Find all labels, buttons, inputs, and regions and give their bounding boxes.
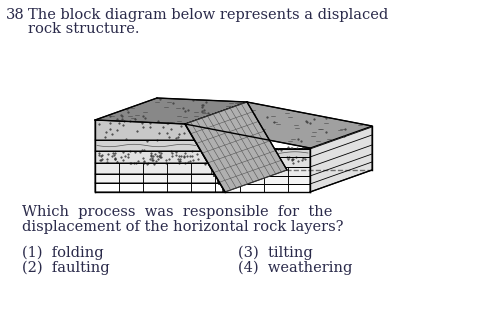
Polygon shape <box>310 126 372 192</box>
Polygon shape <box>204 157 310 167</box>
Text: The block diagram below represents a displaced: The block diagram below represents a dis… <box>28 8 388 22</box>
Polygon shape <box>95 151 208 163</box>
Text: 38: 38 <box>6 8 25 22</box>
Polygon shape <box>185 102 372 148</box>
Polygon shape <box>95 163 214 174</box>
Polygon shape <box>210 167 310 176</box>
Polygon shape <box>185 102 287 192</box>
Polygon shape <box>95 174 220 183</box>
Text: (1)  folding: (1) folding <box>22 246 104 260</box>
Polygon shape <box>95 98 247 124</box>
Polygon shape <box>220 184 310 192</box>
Text: Which  process  was  responsible  for  the: Which process was responsible for the <box>22 205 333 219</box>
Polygon shape <box>95 140 201 151</box>
Text: displacement of the horizontal rock layers?: displacement of the horizontal rock laye… <box>22 220 344 234</box>
Text: (2)  faulting: (2) faulting <box>22 261 109 275</box>
Polygon shape <box>95 183 225 192</box>
Polygon shape <box>215 176 310 184</box>
Polygon shape <box>200 149 310 157</box>
Text: (4)  weathering: (4) weathering <box>238 261 352 275</box>
Text: (3)  tilting: (3) tilting <box>238 246 313 260</box>
Text: rock structure.: rock structure. <box>28 22 139 36</box>
Polygon shape <box>95 120 195 140</box>
Polygon shape <box>199 148 310 149</box>
